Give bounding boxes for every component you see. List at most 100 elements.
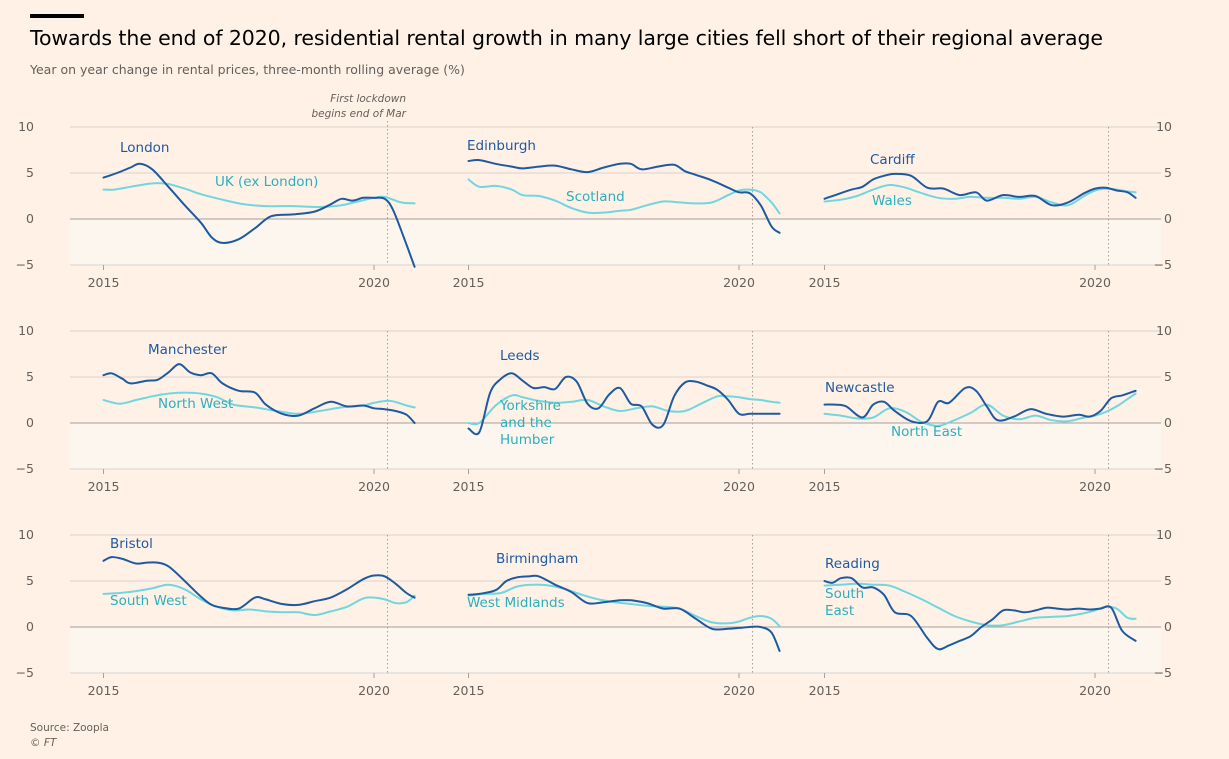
panel-5: 2015 2020 Leeds Yorkshire and the Humber bbox=[435, 330, 805, 494]
series-label-region: Wales bbox=[872, 193, 912, 209]
series-line-city bbox=[102, 363, 416, 424]
series-label-city: Edinburgh bbox=[467, 138, 536, 154]
series-label-city: Birmingham bbox=[496, 551, 578, 567]
y-tick-label: −5 bbox=[16, 257, 34, 272]
x-tick-label: 2020 bbox=[723, 275, 755, 290]
x-tick-label: 2015 bbox=[88, 275, 120, 290]
series-line-city bbox=[467, 574, 781, 652]
series-line-region bbox=[823, 392, 1137, 427]
x-tick-label: 2020 bbox=[358, 479, 390, 494]
page-subtitle: Year on year change in rental prices, th… bbox=[30, 62, 465, 77]
panel-9: 2015 2020 10 5 0 −5 Reading South East bbox=[791, 527, 1172, 698]
series-label-line: Leeds bbox=[500, 348, 540, 364]
series-label-line: Reading bbox=[825, 556, 880, 572]
series-line-city bbox=[467, 159, 781, 234]
y-tick-label: 0 bbox=[1164, 211, 1172, 226]
y-tick-label: 10 bbox=[18, 119, 34, 134]
x-tick-label: 2015 bbox=[809, 275, 841, 290]
y-tick-label: 10 bbox=[18, 527, 34, 542]
x-tick-label: 2020 bbox=[723, 479, 755, 494]
negative-region-shading bbox=[70, 627, 440, 673]
series-label-line: UK (ex London) bbox=[215, 174, 318, 190]
series-label-line: Bristol bbox=[110, 536, 153, 552]
series-label-line: Cardiff bbox=[870, 152, 915, 168]
series-label-line: East bbox=[825, 603, 854, 619]
negative-region-shading bbox=[435, 627, 805, 673]
panel-1: 2015 2020 10 5 0 −5 London UK (ex London) bbox=[16, 119, 440, 290]
series-label-city: London bbox=[120, 140, 170, 156]
series-label-line: and the bbox=[500, 415, 552, 431]
negative-region-shading bbox=[435, 423, 805, 469]
y-tick-label: 10 bbox=[1156, 119, 1172, 134]
x-tick-label: 2015 bbox=[809, 683, 841, 698]
series-label-line: Birmingham bbox=[496, 551, 578, 567]
x-tick-label: 2015 bbox=[453, 275, 485, 290]
x-tick-label: 2015 bbox=[453, 683, 485, 698]
negative-region-shading bbox=[70, 423, 440, 469]
series-label-line: Manchester bbox=[148, 342, 227, 358]
series-line-region bbox=[102, 391, 416, 415]
lockdown-annotation-line2: begins end of Mar bbox=[311, 108, 406, 120]
x-tick-label: 2015 bbox=[88, 479, 120, 494]
series-label-region: West Midlands bbox=[467, 595, 565, 611]
series-label-line: Edinburgh bbox=[467, 138, 536, 154]
series-label-line: Wales bbox=[872, 193, 912, 209]
y-tick-label: 10 bbox=[18, 323, 34, 338]
series-line-city bbox=[823, 576, 1137, 651]
x-tick-label: 2020 bbox=[1079, 275, 1111, 290]
y-tick-label: 0 bbox=[26, 619, 34, 634]
series-label-line: North West bbox=[158, 396, 233, 412]
series-line-city bbox=[102, 162, 416, 268]
x-tick-label: 2015 bbox=[88, 683, 120, 698]
source-note: Source: Zoopla bbox=[30, 722, 109, 734]
series-label-region: Yorkshire and the Humber bbox=[499, 398, 561, 448]
series-label-region: South West bbox=[110, 593, 187, 609]
y-tick-label: −5 bbox=[1154, 461, 1172, 476]
y-tick-label: 10 bbox=[1156, 527, 1172, 542]
series-label-city: Bristol bbox=[110, 536, 153, 552]
series-line-city bbox=[823, 172, 1137, 207]
y-tick-label: 5 bbox=[1164, 573, 1172, 588]
series-label-region: North West bbox=[158, 396, 233, 412]
series-label-city: Manchester bbox=[148, 342, 227, 358]
x-tick-label: 2015 bbox=[453, 479, 485, 494]
series-label-line: Scotland bbox=[566, 189, 625, 205]
negative-region-shading bbox=[791, 627, 1161, 673]
panel-2: 2015 2020 Edinburgh Scotland bbox=[435, 126, 805, 290]
y-tick-label: 10 bbox=[1156, 323, 1172, 338]
series-label-line: London bbox=[120, 140, 170, 156]
panel-8: 2015 2020 Birmingham West Midlands bbox=[435, 534, 805, 698]
x-tick-label: 2020 bbox=[1079, 479, 1111, 494]
y-tick-label: −5 bbox=[16, 665, 34, 680]
series-line-region bbox=[467, 393, 781, 426]
series-label-line: North East bbox=[891, 424, 962, 440]
series-line-region bbox=[467, 583, 781, 628]
x-tick-label: 2015 bbox=[809, 479, 841, 494]
y-tick-label: 5 bbox=[26, 369, 34, 384]
negative-region-shading bbox=[791, 423, 1161, 469]
series-line-city bbox=[823, 386, 1137, 425]
y-tick-label: −5 bbox=[1154, 257, 1172, 272]
y-tick-label: 5 bbox=[26, 165, 34, 180]
x-tick-label: 2020 bbox=[1079, 683, 1111, 698]
y-tick-label: 5 bbox=[1164, 165, 1172, 180]
panel-7: 2015 2020 10 5 0 −5 Bristol South West bbox=[16, 527, 440, 698]
series-line-region bbox=[467, 178, 781, 215]
y-tick-label: 0 bbox=[26, 415, 34, 430]
negative-region-shading bbox=[791, 219, 1161, 265]
series-line-region bbox=[102, 583, 416, 617]
series-line-region bbox=[823, 582, 1137, 627]
y-tick-label: 5 bbox=[1164, 369, 1172, 384]
x-tick-label: 2020 bbox=[723, 683, 755, 698]
series-line-city bbox=[467, 372, 781, 436]
series-label-region: UK (ex London) bbox=[215, 174, 318, 190]
y-tick-label: 0 bbox=[26, 211, 34, 226]
x-tick-label: 2020 bbox=[358, 275, 390, 290]
series-label-line: South West bbox=[110, 593, 187, 609]
page-title: Towards the end of 2020, residential ren… bbox=[30, 26, 1103, 50]
x-tick-label: 2020 bbox=[358, 683, 390, 698]
series-line-city bbox=[102, 556, 416, 611]
ft-title-accent-bar bbox=[30, 14, 84, 18]
series-label-region: South East bbox=[825, 586, 864, 619]
